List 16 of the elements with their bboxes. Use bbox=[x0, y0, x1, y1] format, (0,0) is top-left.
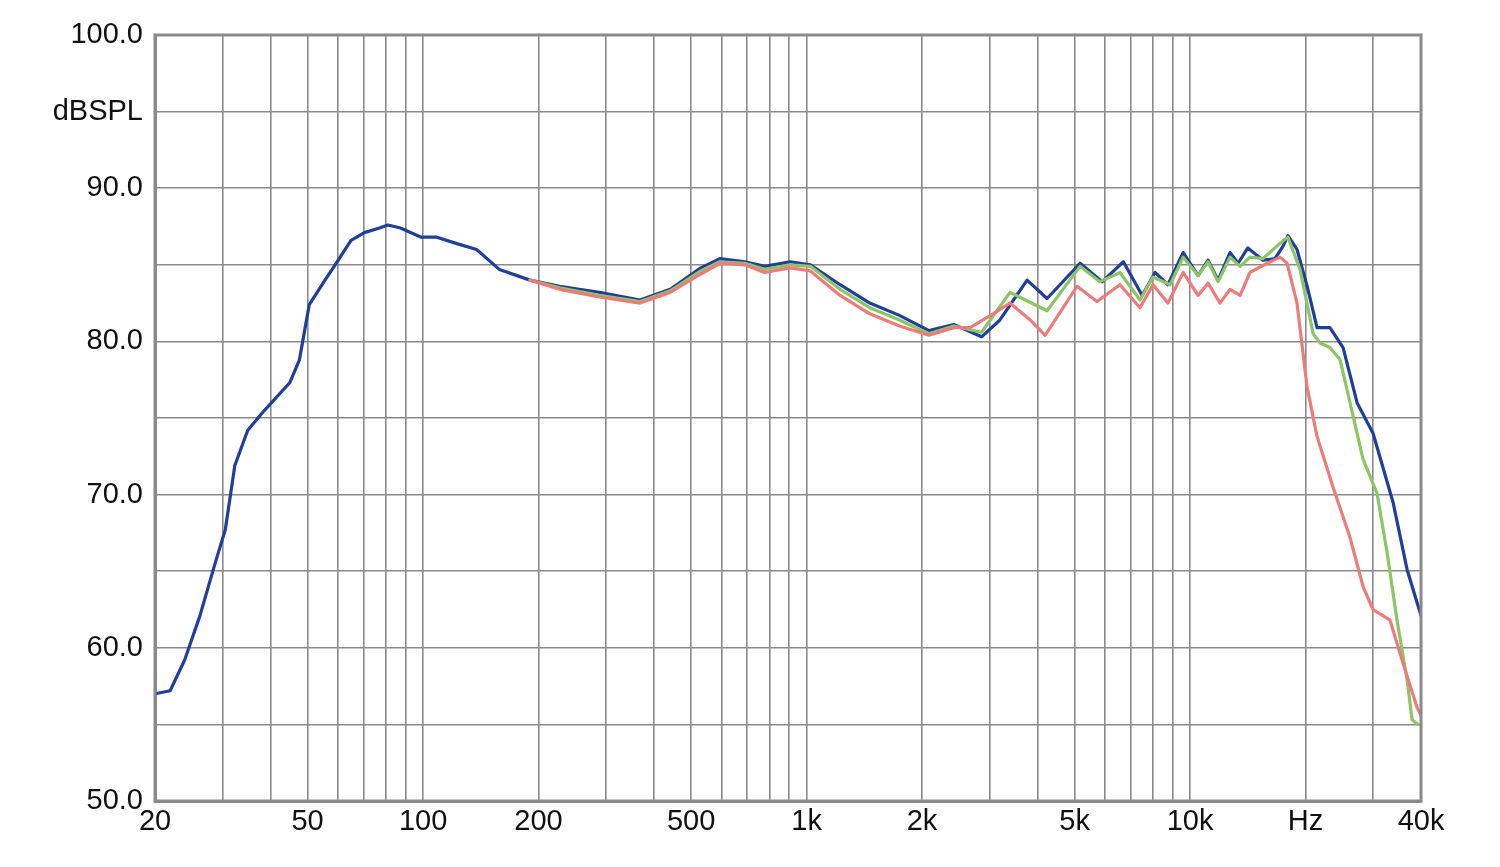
x-tick-label: 200 bbox=[514, 804, 563, 837]
y-tick-label: 80.0 bbox=[86, 323, 143, 356]
x-tick-label: 40k bbox=[1397, 804, 1445, 837]
x-tick-label: 50 bbox=[291, 804, 324, 837]
x-tick-label: 1k bbox=[791, 804, 823, 837]
y-tick-label: dBSPL bbox=[52, 93, 143, 126]
y-tick-label: 60.0 bbox=[86, 629, 143, 662]
x-tick-label: 5k bbox=[1059, 804, 1091, 837]
x-tick-label: 10k bbox=[1166, 804, 1214, 837]
x-tick-label: 500 bbox=[666, 804, 716, 837]
y-tick-label: 70.0 bbox=[86, 476, 143, 509]
y-tick-label: 100.0 bbox=[70, 17, 143, 49]
x-tick-label: Hz bbox=[1287, 804, 1324, 837]
x-tick-label: 2k bbox=[906, 804, 938, 837]
x-tick-label: 100 bbox=[398, 804, 448, 837]
y-tick-label: 90.0 bbox=[86, 170, 143, 203]
